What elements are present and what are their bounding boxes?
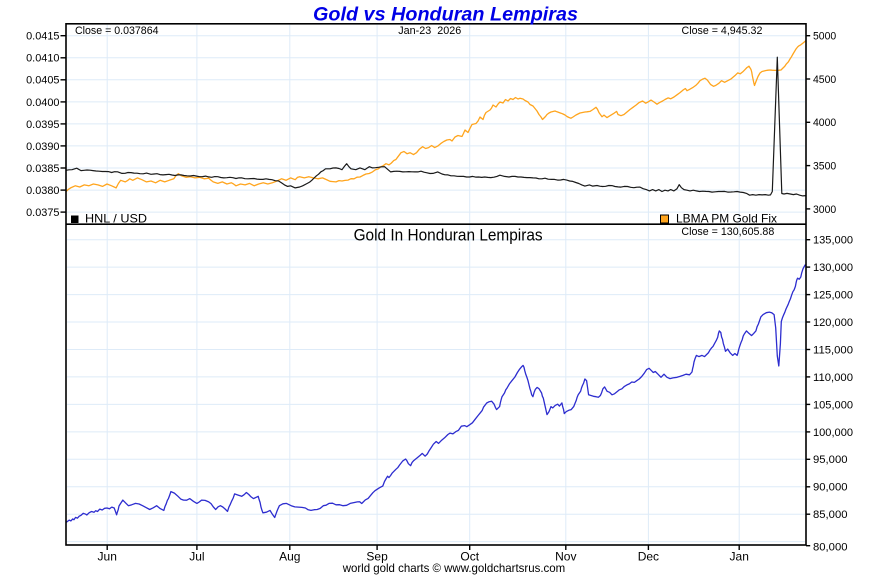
svg-text:Aug: Aug bbox=[279, 550, 300, 564]
svg-text:Close = 130,605.88: Close = 130,605.88 bbox=[681, 226, 774, 238]
svg-text:Gold vs Honduran Lempiras: Gold vs Honduran Lempiras bbox=[313, 4, 578, 26]
svg-text:Jan-23 2026: Jan-23 2026 bbox=[398, 25, 461, 37]
svg-text:Dec: Dec bbox=[638, 550, 659, 564]
svg-text:130,000: 130,000 bbox=[813, 262, 853, 274]
svg-text:120,000: 120,000 bbox=[813, 317, 853, 329]
svg-text:0.0380: 0.0380 bbox=[26, 185, 59, 197]
svg-text:100,000: 100,000 bbox=[813, 427, 853, 439]
svg-text:Close = 4,945.32: Close = 4,945.32 bbox=[682, 25, 763, 37]
svg-text:4500: 4500 bbox=[813, 74, 836, 86]
svg-text:LBMA PM Gold Fix: LBMA PM Gold Fix bbox=[676, 212, 777, 226]
svg-text:85,000: 85,000 bbox=[813, 509, 848, 521]
svg-text:Close = 0.037864: Close = 0.037864 bbox=[75, 25, 159, 37]
svg-text:0.0410: 0.0410 bbox=[26, 53, 59, 65]
svg-text:0.0405: 0.0405 bbox=[26, 75, 59, 87]
svg-text:Sep: Sep bbox=[366, 550, 388, 564]
svg-text:4000: 4000 bbox=[813, 117, 836, 129]
svg-text:0.0375: 0.0375 bbox=[26, 207, 59, 219]
svg-text:HNL / USD: HNL / USD bbox=[85, 212, 147, 226]
svg-text:115,000: 115,000 bbox=[813, 344, 853, 356]
svg-text:125,000: 125,000 bbox=[813, 290, 853, 302]
svg-text:0.0385: 0.0385 bbox=[26, 163, 59, 175]
svg-text:90,000: 90,000 bbox=[813, 482, 848, 494]
svg-text:110,000: 110,000 bbox=[813, 372, 853, 384]
svg-text:Jul: Jul bbox=[189, 550, 204, 564]
svg-text:3500: 3500 bbox=[813, 161, 836, 173]
svg-text:world gold charts © www.goldch: world gold charts © www.goldchartsrus.co… bbox=[342, 561, 565, 575]
svg-text:0.0415: 0.0415 bbox=[26, 31, 59, 43]
svg-text:135,000: 135,000 bbox=[813, 235, 853, 247]
svg-text:105,000: 105,000 bbox=[813, 399, 853, 411]
svg-text:Jan: Jan bbox=[730, 550, 749, 564]
svg-text:0.0390: 0.0390 bbox=[26, 141, 59, 153]
svg-text:95,000: 95,000 bbox=[813, 454, 848, 466]
svg-text:Gold In Honduran Lempiras: Gold In Honduran Lempiras bbox=[354, 226, 543, 245]
svg-text:Oct: Oct bbox=[460, 550, 479, 564]
svg-text:3000: 3000 bbox=[813, 204, 836, 216]
svg-text:0.0400: 0.0400 bbox=[26, 97, 59, 109]
svg-text:80,000: 80,000 bbox=[813, 541, 848, 553]
svg-text:Jun: Jun bbox=[98, 550, 117, 564]
svg-text:0.0395: 0.0395 bbox=[26, 119, 59, 131]
svg-text:Nov: Nov bbox=[555, 550, 576, 564]
svg-text:5000: 5000 bbox=[813, 31, 836, 43]
